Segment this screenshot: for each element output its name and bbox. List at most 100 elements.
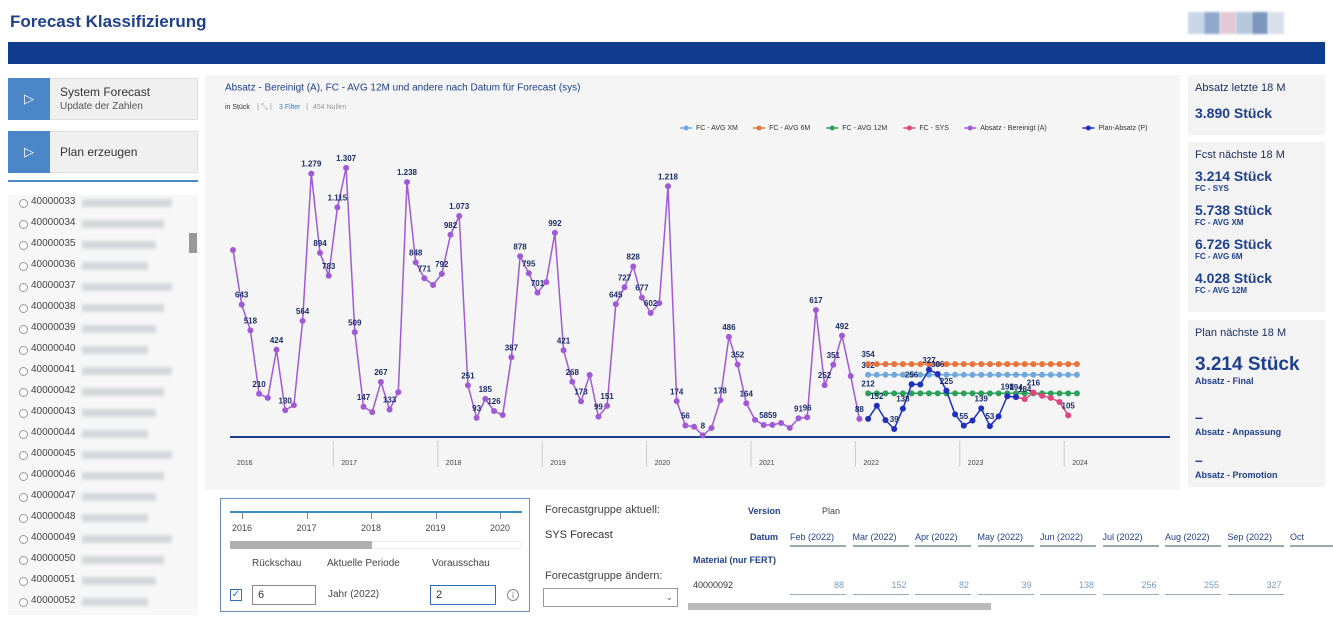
radio[interactable]	[19, 388, 28, 397]
list-item[interactable]: 40000045	[31, 448, 76, 459]
table-cell[interactable]: 88	[834, 580, 844, 590]
cell-underline	[915, 594, 971, 595]
avatar-blur	[1188, 12, 1204, 34]
data-point	[1057, 390, 1063, 396]
radio[interactable]	[19, 577, 28, 586]
data-label: 268	[566, 368, 580, 377]
radio[interactable]	[19, 367, 28, 376]
list-item[interactable]: 40000044	[31, 427, 76, 438]
radio[interactable]	[19, 220, 28, 229]
column-underline	[790, 545, 846, 547]
radio[interactable]	[19, 514, 28, 523]
radio[interactable]	[19, 598, 28, 607]
chart: Absatz - Bereinigt (A), FC - AVG 12M und…	[205, 75, 1180, 490]
radio[interactable]	[19, 556, 28, 565]
list-item[interactable]: 40000051	[31, 574, 76, 585]
data-point	[830, 362, 836, 368]
radio[interactable]	[19, 535, 28, 544]
list-item[interactable]: 40000039	[31, 322, 76, 333]
table-cell[interactable]: 256	[1141, 580, 1156, 590]
list-item[interactable]: 40000047	[31, 490, 76, 501]
timeline-year: 2018	[361, 523, 381, 533]
data-point	[717, 397, 723, 403]
list-item[interactable]: 40000050	[31, 553, 76, 564]
list-item[interactable]: 40000033	[31, 196, 76, 207]
radio[interactable]	[19, 430, 28, 439]
data-label: 1.115	[328, 194, 348, 203]
current-period: Jahr (2022)	[328, 589, 379, 600]
data-point	[1065, 372, 1071, 378]
data-label: 486	[722, 323, 736, 332]
data-label: 602	[644, 299, 658, 308]
data-label: 225	[940, 377, 954, 386]
list-item[interactable]: 40000035	[31, 238, 76, 249]
list-item[interactable]: 40000048	[31, 511, 76, 522]
period-label: Vorausschau	[432, 558, 490, 569]
lookahead-value[interactable]: 2	[436, 589, 442, 601]
radio[interactable]	[19, 262, 28, 271]
checkbox[interactable]: ✓	[230, 589, 242, 601]
blurred-name	[82, 325, 156, 333]
range-bar[interactable]	[230, 541, 372, 549]
blurred-name	[82, 451, 172, 459]
radio[interactable]	[19, 451, 28, 460]
radio[interactable]	[19, 241, 28, 250]
list-item[interactable]: 40000034	[31, 217, 76, 228]
radio[interactable]	[19, 472, 28, 481]
data-point	[1004, 372, 1010, 378]
data-point	[282, 407, 288, 413]
data-point	[952, 411, 958, 417]
data-point	[387, 407, 393, 413]
table-cell[interactable]: 327	[1266, 580, 1281, 590]
blurred-name	[82, 598, 148, 606]
list-item[interactable]: 40000046	[31, 469, 76, 480]
legend-marker	[968, 126, 973, 131]
radio[interactable]	[19, 283, 28, 292]
table-cell[interactable]: 152	[891, 580, 906, 590]
list-item[interactable]: 40000037	[31, 280, 76, 291]
lookback-value[interactable]: 6	[258, 589, 264, 601]
table-cell[interactable]: 138	[1079, 580, 1094, 590]
list-item[interactable]: 40000049	[31, 532, 76, 543]
list-item[interactable]: 40000040	[31, 343, 76, 354]
data-label: 151	[600, 392, 614, 401]
radio[interactable]	[19, 304, 28, 313]
data-point	[343, 165, 349, 171]
data-label: 1.218	[658, 172, 679, 181]
legend-label: FC - AVG 6M	[769, 125, 810, 132]
list-item[interactable]: 40000043	[31, 406, 76, 417]
radio[interactable]	[19, 409, 28, 418]
list-item[interactable]: 40000042	[31, 385, 76, 396]
data-point	[856, 416, 862, 422]
dropdown[interactable]: ⌄	[543, 588, 678, 607]
data-point	[604, 403, 610, 409]
list-item[interactable]: 40000052	[31, 595, 76, 606]
data-label: 643	[235, 291, 249, 300]
radio[interactable]	[19, 325, 28, 334]
legend-marker	[1086, 126, 1091, 131]
list-item[interactable]: 40000036	[31, 259, 76, 270]
data-point	[891, 372, 897, 378]
data-label: 421	[557, 336, 571, 345]
data-point	[952, 390, 958, 396]
data-point	[1013, 394, 1019, 400]
avatar-blur	[1268, 12, 1284, 34]
button-subtitle: Update der Zahlen	[60, 101, 143, 112]
list-item[interactable]: 40000041	[31, 364, 76, 375]
radio[interactable]	[19, 346, 28, 355]
data-point	[326, 273, 332, 279]
data-label: 138	[896, 395, 910, 404]
info-icon[interactable]: i	[507, 589, 519, 601]
list-item[interactable]: 40000038	[31, 301, 76, 312]
radio[interactable]	[19, 199, 28, 208]
table-cell[interactable]: 255	[1204, 580, 1219, 590]
data-point	[900, 361, 906, 367]
table-cell[interactable]: 82	[959, 580, 969, 590]
data-label: 828	[627, 253, 641, 262]
table-cell[interactable]: 39	[1021, 580, 1031, 590]
data-point	[848, 373, 854, 379]
null-count: 454 Nullen	[313, 104, 347, 111]
group-label: Forecastgruppe aktuell:	[545, 504, 660, 516]
data-point	[1074, 390, 1080, 396]
radio[interactable]	[19, 493, 28, 502]
